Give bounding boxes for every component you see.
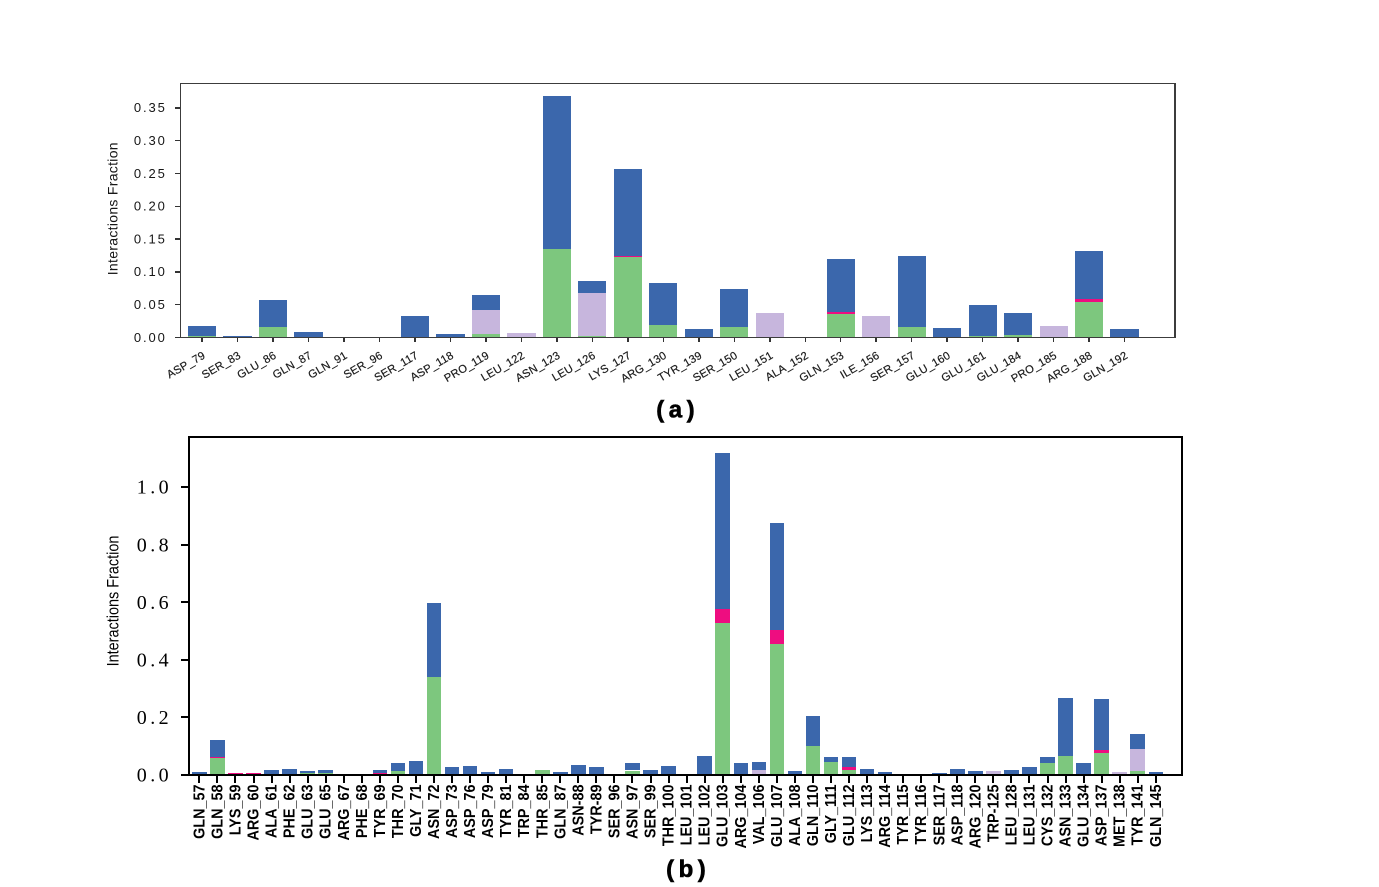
svg-text:Interactions Fraction: Interactions Fraction: [104, 536, 122, 667]
svg-text:0.0: 0.0: [137, 765, 172, 787]
svg-text:ASP_79: ASP_79: [480, 785, 498, 839]
svg-text:GLN_145: GLN_145: [1147, 785, 1165, 847]
svg-text:GLU_112: GLU_112: [841, 785, 859, 847]
svg-text:ASP_137: ASP_137: [1093, 785, 1111, 847]
svg-text:ASN-88: ASN-88: [570, 785, 588, 836]
svg-text:LYS_113: LYS_113: [859, 785, 877, 843]
svg-text:TYR_69: TYR_69: [371, 785, 389, 838]
svg-text:ALA_61: ALA_61: [263, 785, 281, 839]
svg-text:ARG_60: ARG_60: [245, 785, 263, 841]
svg-text:GLY_111: GLY_111: [823, 785, 841, 844]
svg-text:LEU_128: LEU_128: [1003, 785, 1021, 846]
svg-text:GLU_134: GLU_134: [1075, 784, 1093, 847]
svg-text:GLN_58: GLN_58: [209, 785, 227, 839]
svg-text:VAL_106: VAL_106: [750, 785, 768, 845]
svg-text:SER_117: SER_117: [931, 785, 949, 846]
svg-text:ARG_104: ARG_104: [732, 784, 750, 849]
svg-text:GLU_86: GLU_86: [235, 350, 278, 382]
svg-text:ASP_73: ASP_73: [444, 785, 462, 839]
svg-text:GLN_91: GLN_91: [306, 350, 349, 382]
svg-text:0.8: 0.8: [137, 534, 172, 556]
svg-text:SER_96: SER_96: [606, 785, 624, 839]
svg-text:TYR_115: TYR_115: [895, 785, 913, 845]
svg-text:0.25: 0.25: [134, 166, 167, 181]
svg-text:PHE_68: PHE_68: [353, 785, 371, 839]
svg-text:ASP_79: ASP_79: [165, 350, 208, 382]
svg-text:0.00: 0.00: [134, 330, 167, 345]
svg-text:LEU_131: LEU_131: [1021, 785, 1039, 846]
svg-text:ARG_67: ARG_67: [335, 785, 353, 841]
svg-text:ARG_120: ARG_120: [967, 785, 985, 849]
svg-text:0.4: 0.4: [137, 650, 172, 672]
svg-text:ASN_133: ASN_133: [1057, 785, 1075, 847]
svg-text:TRP_84: TRP_84: [516, 784, 534, 837]
svg-text:GLN_87: GLN_87: [552, 785, 570, 839]
svg-text:ALA_108: ALA_108: [786, 785, 804, 847]
svg-text:SER_99: SER_99: [642, 785, 660, 839]
svg-text:0.05: 0.05: [134, 297, 167, 312]
svg-text:(a): (a): [656, 397, 699, 424]
svg-text:ASP_118: ASP_118: [949, 785, 967, 846]
svg-text:1.0: 1.0: [137, 477, 172, 499]
svg-text:GLU_103: GLU_103: [714, 785, 732, 847]
svg-text:GLU_107: GLU_107: [768, 785, 786, 847]
svg-text:LYS_59: LYS_59: [227, 785, 245, 836]
svg-text:0.30: 0.30: [134, 133, 167, 148]
svg-text:LEU_101: LEU_101: [678, 785, 696, 846]
svg-text:TYR_116: TYR_116: [913, 785, 931, 845]
svg-text:ASN_97: ASN_97: [624, 785, 642, 839]
svg-text:TYR-89: TYR-89: [588, 785, 606, 835]
svg-text:0.6: 0.6: [137, 592, 172, 614]
svg-text:0.2: 0.2: [137, 707, 172, 729]
svg-text:ASN_72: ASN_72: [426, 785, 444, 839]
svg-text:THR_70: THR_70: [389, 785, 407, 839]
svg-text:TYR_81: TYR_81: [498, 785, 516, 838]
svg-text:GLU_63: GLU_63: [299, 785, 317, 839]
svg-text:GLN_110: GLN_110: [804, 785, 822, 847]
svg-text:TYR_141: TYR_141: [1129, 785, 1147, 846]
svg-text:GLY_71: GLY_71: [407, 785, 425, 837]
svg-text:GLN_87: GLN_87: [271, 350, 314, 382]
svg-text:PHE_62: PHE_62: [281, 785, 299, 839]
svg-text:MET_138: MET_138: [1111, 785, 1129, 847]
svg-text:TRP-125: TRP-125: [985, 785, 1003, 843]
svg-text:Interactions Fraction: Interactions Fraction: [105, 142, 121, 275]
svg-text:SER_83: SER_83: [200, 350, 243, 382]
svg-text:(b): (b): [666, 856, 710, 883]
svg-text:0.10: 0.10: [134, 264, 167, 279]
svg-text:THR_100: THR_100: [660, 785, 678, 847]
svg-text:ASP_76: ASP_76: [462, 785, 480, 839]
svg-text:CYS_132: CYS_132: [1039, 785, 1057, 847]
svg-text:THR_85: THR_85: [534, 785, 552, 839]
svg-text:LEU_102: LEU_102: [696, 785, 714, 846]
svg-text:GLN_57: GLN_57: [191, 785, 209, 839]
svg-text:ARG_114: ARG_114: [877, 784, 895, 848]
svg-text:0.15: 0.15: [134, 231, 167, 246]
svg-text:0.35: 0.35: [134, 100, 167, 115]
svg-text:GLU_65: GLU_65: [317, 785, 335, 839]
svg-text:0.20: 0.20: [134, 199, 167, 214]
